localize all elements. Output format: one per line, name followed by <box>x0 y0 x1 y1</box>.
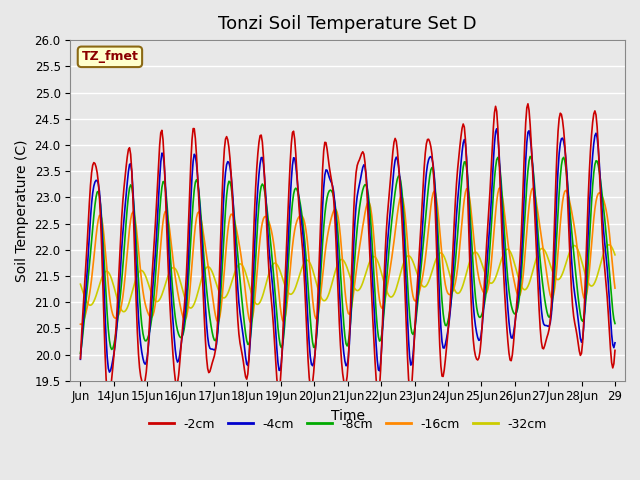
Text: TZ_fmet: TZ_fmet <box>81 50 138 63</box>
Legend: -2cm, -4cm, -8cm, -16cm, -32cm: -2cm, -4cm, -8cm, -16cm, -32cm <box>143 413 552 436</box>
Y-axis label: Soil Temperature (C): Soil Temperature (C) <box>15 139 29 282</box>
Title: Tonzi Soil Temperature Set D: Tonzi Soil Temperature Set D <box>218 15 477 33</box>
X-axis label: Time: Time <box>331 409 365 423</box>
